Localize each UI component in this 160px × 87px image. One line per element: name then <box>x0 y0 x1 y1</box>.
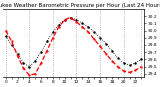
Title: Milwaukee Weather Barometric Pressure per Hour (Last 24 Hours): Milwaukee Weather Barometric Pressure pe… <box>0 3 160 8</box>
